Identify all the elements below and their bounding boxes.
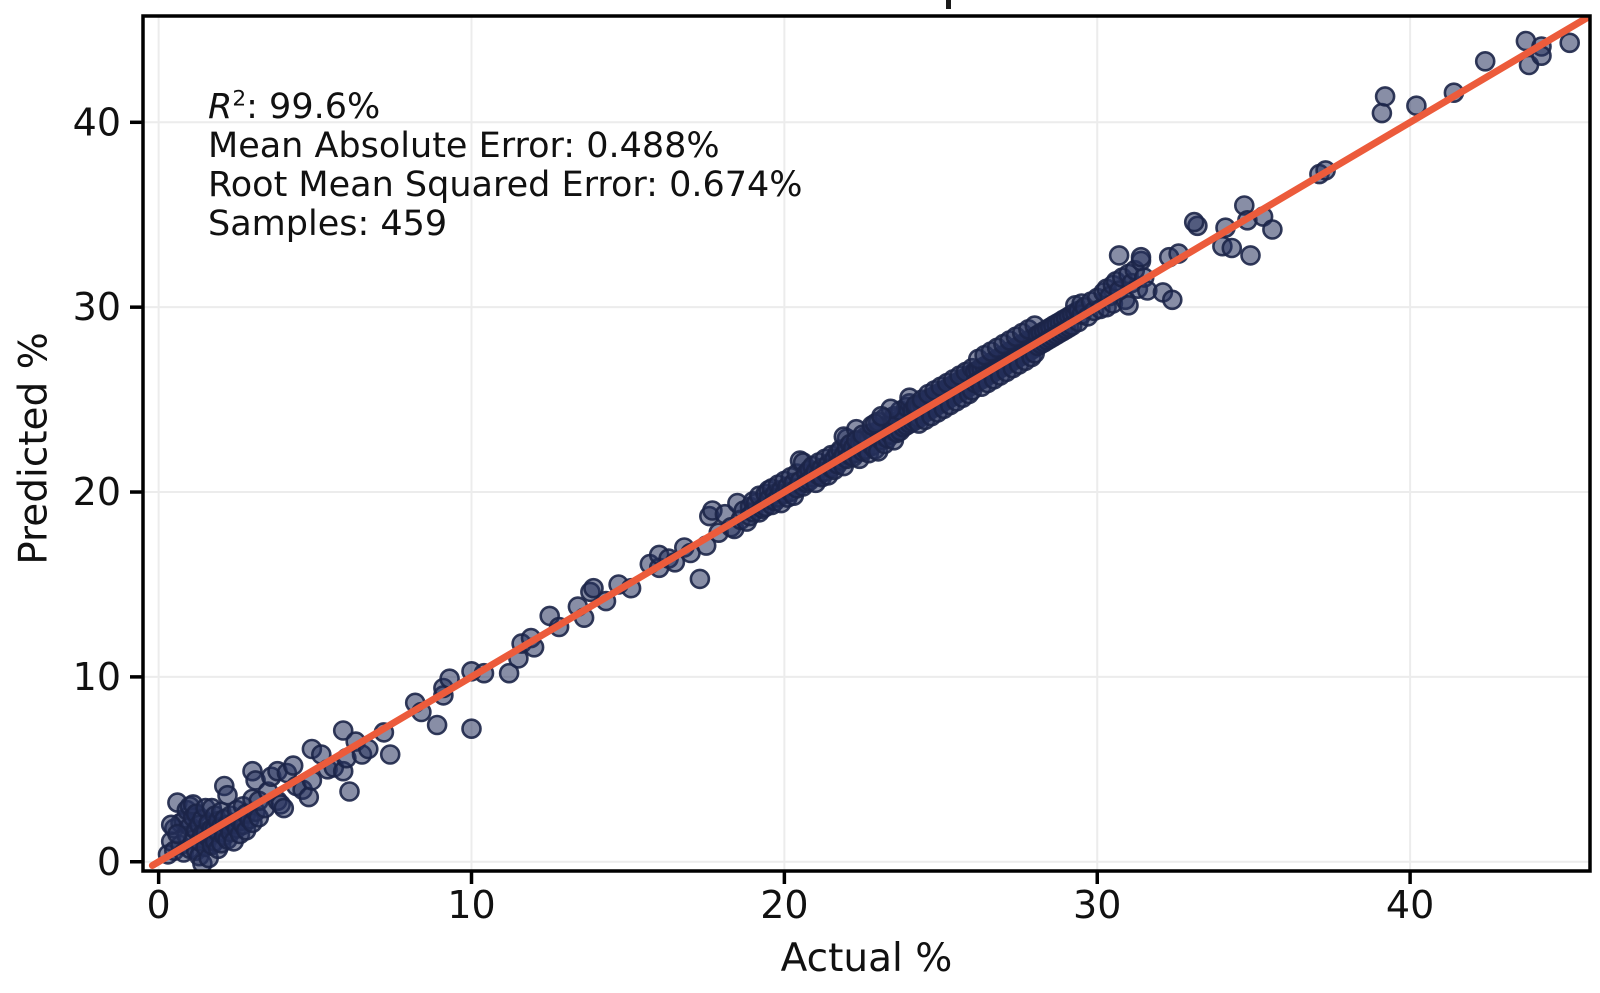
plot-frame <box>141 14 1592 873</box>
x-axis-label: Actual % <box>780 936 953 981</box>
x-tick-label: 40 <box>1386 883 1434 927</box>
samples-stat: Samples: 459 <box>208 204 448 244</box>
scatter-point <box>426 714 448 736</box>
x-tick-label: 20 <box>760 883 808 927</box>
mae-stat: Mean Absolute Error: 0.488% <box>208 126 720 166</box>
scatter-point <box>1108 245 1130 266</box>
scatter-point <box>217 784 238 806</box>
scatter-point <box>1118 294 1139 316</box>
scatter-point <box>689 568 711 590</box>
y-tick-label: 40 <box>73 100 121 144</box>
scatter-point <box>1130 246 1152 268</box>
scatter-point <box>1474 50 1496 72</box>
y-tick-label: 30 <box>73 285 121 329</box>
identity-fit-line <box>148 16 1590 869</box>
y-tick-label: 10 <box>73 655 121 699</box>
y-tick-label: 20 <box>73 470 121 514</box>
r2-stat: R2: 99.6% <box>208 88 803 127</box>
scatter-point <box>583 577 604 599</box>
scatter-point <box>339 781 360 802</box>
scatter-point <box>1371 102 1393 124</box>
y-axis-label: Predicted % <box>11 332 57 565</box>
r2-symbol: R <box>208 87 233 127</box>
scatter-point <box>1559 32 1580 54</box>
r2-value: : 99.6% <box>246 87 381 127</box>
scatter-point <box>379 744 401 765</box>
scatter-point <box>461 718 482 740</box>
scatter-point <box>1221 237 1243 259</box>
scatter-point <box>871 405 892 427</box>
y-tick-label: 0 <box>97 840 121 884</box>
scatter-point <box>1374 86 1396 107</box>
x-tick-label: 10 <box>447 883 495 927</box>
scatter-point <box>273 797 295 819</box>
scatter-point <box>1162 289 1183 311</box>
scatter-point <box>298 786 320 808</box>
x-tick-label: 30 <box>1073 883 1121 927</box>
x-tick-label: 0 <box>147 883 171 927</box>
scatter-point <box>1262 219 1283 240</box>
r2-superscript: 2 <box>232 86 247 112</box>
scatter-point <box>1183 211 1205 233</box>
scatter-point <box>1240 245 1261 266</box>
scatter-point <box>167 823 188 845</box>
scatter-point <box>498 662 520 684</box>
clipped-title-descender <box>946 0 951 9</box>
scatter-point <box>332 720 354 741</box>
scatter-point <box>282 755 304 776</box>
rmse-stat: Root Mean Squared Error: 0.674% <box>208 165 803 205</box>
stats-annotation: R2: 99.6% Mean Absolute Error: 0.488% Ro… <box>208 88 803 244</box>
